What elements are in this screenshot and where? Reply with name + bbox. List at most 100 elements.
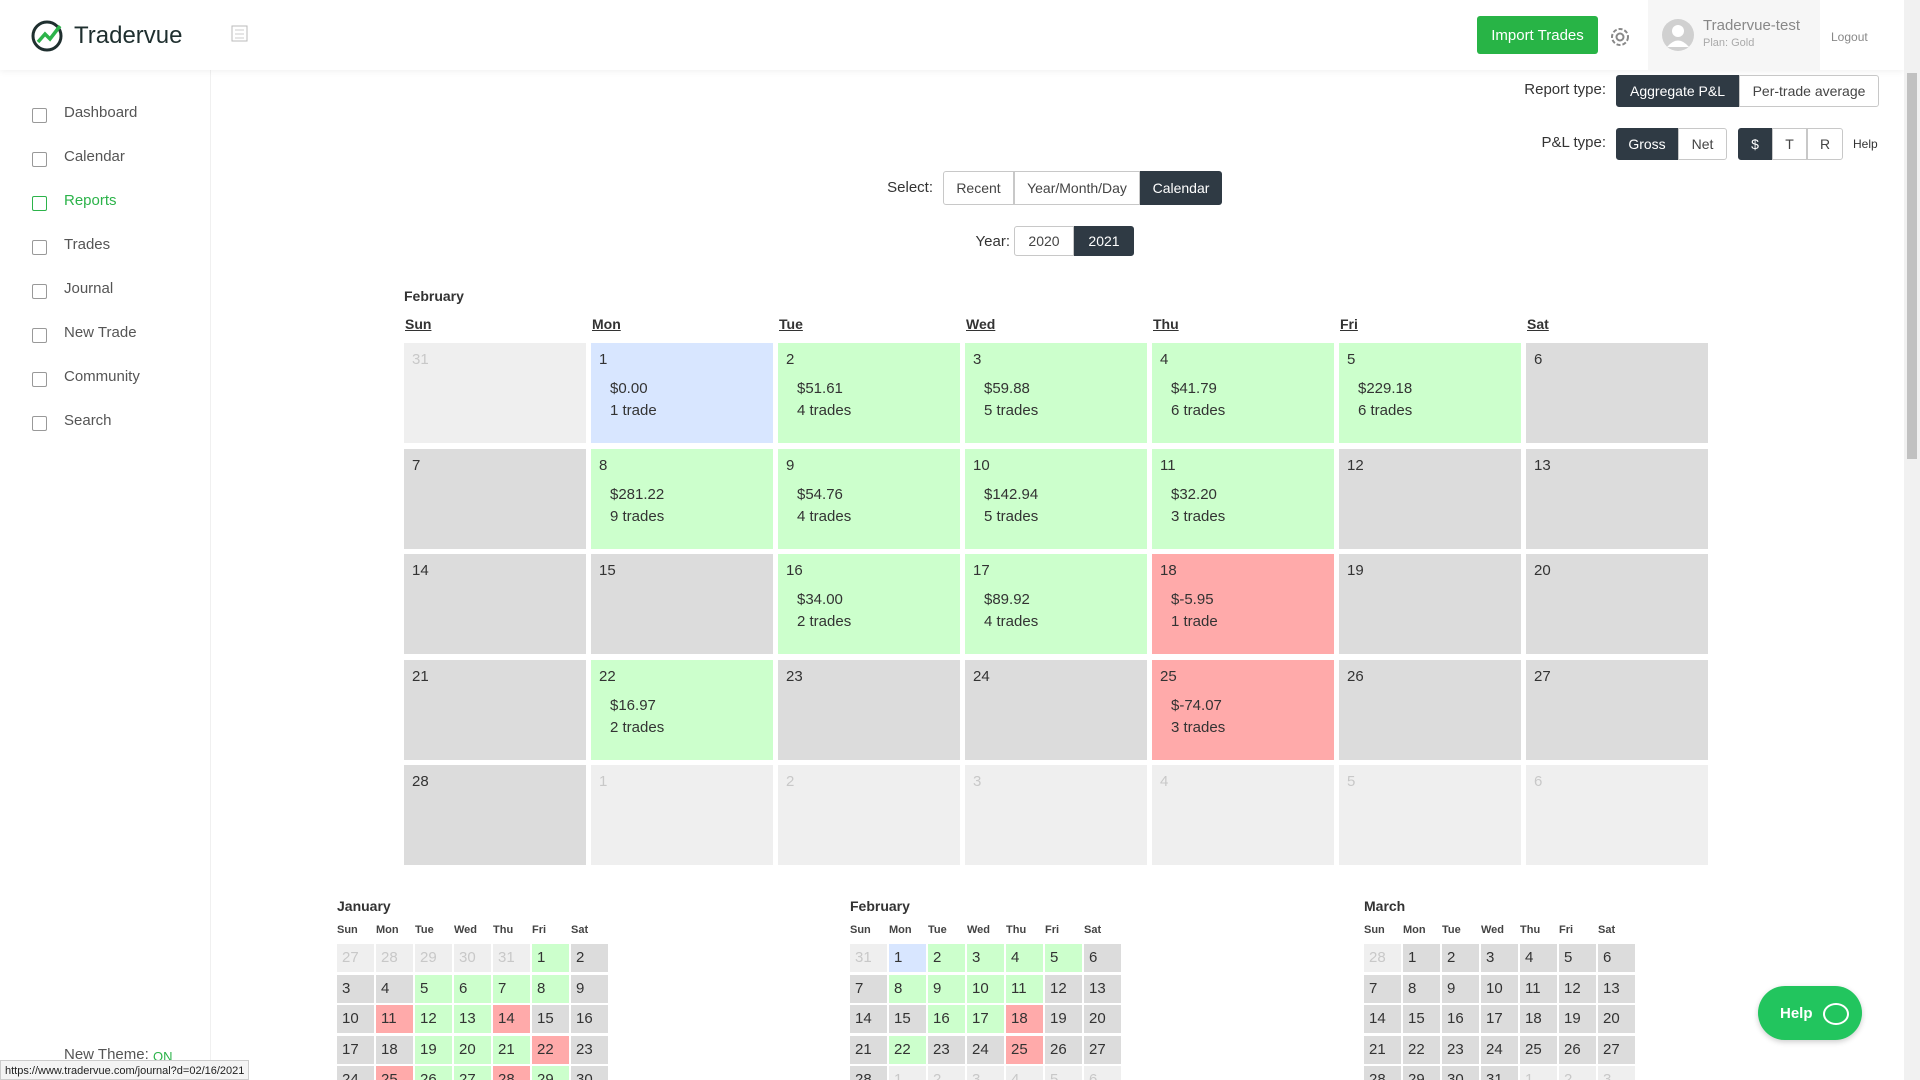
- mini-day-cell[interactable]: 25: [1520, 1035, 1557, 1064]
- day-cell[interactable]: 10 $142.94 5 trades: [965, 448, 1147, 549]
- scrollbar[interactable]: [1904, 0, 1920, 1080]
- mini-day-cell[interactable]: 4: [376, 974, 413, 1003]
- mini-day-cell[interactable]: 6: [1084, 944, 1121, 972]
- day-cell[interactable]: 4 $41.79 6 trades: [1152, 343, 1334, 443]
- mini-day-cell[interactable]: 21: [850, 1035, 887, 1064]
- mini-day-cell[interactable]: 22: [889, 1035, 926, 1064]
- mini-day-cell[interactable]: 18: [376, 1035, 413, 1064]
- nav-item[interactable]: Reports: [64, 192, 117, 209]
- day-cell[interactable]: 21: [404, 659, 586, 760]
- mini-day-cell[interactable]: 23: [571, 1035, 608, 1064]
- nav-item[interactable]: Calendar: [64, 148, 125, 165]
- day-cell[interactable]: 3 $59.88 5 trades: [965, 343, 1147, 443]
- mini-day-cell[interactable]: 28: [493, 1066, 530, 1080]
- mini-day-cell[interactable]: 30: [571, 1066, 608, 1080]
- mini-day-cell[interactable]: 8: [532, 974, 569, 1003]
- day-cell[interactable]: 13: [1526, 448, 1708, 549]
- mini-day-cell[interactable]: 20: [454, 1035, 491, 1064]
- mini-day-cell[interactable]: 14: [850, 1005, 887, 1034]
- day-cell[interactable]: 22 $16.97 2 trades: [591, 659, 773, 760]
- day-cell[interactable]: 28: [404, 765, 586, 865]
- mini-day-cell[interactable]: 21: [493, 1035, 530, 1064]
- day-cell[interactable]: 25 $-74.07 3 trades: [1152, 659, 1334, 760]
- toggle-button[interactable]: T: [1772, 128, 1807, 160]
- mini-day-cell[interactable]: 17: [337, 1035, 374, 1064]
- mini-day-cell[interactable]: 18: [1006, 1005, 1043, 1034]
- mini-day-cell[interactable]: 10: [1481, 974, 1518, 1003]
- day-cell[interactable]: 11 $32.20 3 trades: [1152, 448, 1334, 549]
- settings-icon[interactable]: [1607, 24, 1633, 50]
- day-cell[interactable]: 19: [1339, 554, 1521, 654]
- mini-day-cell[interactable]: 3: [1481, 944, 1518, 972]
- mini-day-cell[interactable]: 7: [1364, 974, 1401, 1003]
- mini-day-cell[interactable]: 21: [1364, 1035, 1401, 1064]
- mini-day-cell[interactable]: 5: [1559, 944, 1596, 972]
- mini-day-cell[interactable]: 6: [1598, 944, 1635, 972]
- mini-day-cell[interactable]: 26: [1045, 1035, 1082, 1064]
- mini-day-cell[interactable]: 9: [1442, 974, 1479, 1003]
- day-cell[interactable]: 6: [1526, 343, 1708, 443]
- mini-day-cell[interactable]: 15: [532, 1005, 569, 1034]
- mini-day-cell[interactable]: 20: [1084, 1005, 1121, 1034]
- mini-day-cell[interactable]: 9: [571, 974, 608, 1003]
- help-icon[interactable]: [1823, 1003, 1849, 1025]
- day-cell[interactable]: 1 $0.00 1 trade: [591, 343, 773, 443]
- menu-icon[interactable]: [231, 25, 249, 43]
- mini-day-cell[interactable]: 24: [967, 1035, 1004, 1064]
- toggle-button[interactable]: Recent: [943, 171, 1014, 205]
- mini-day-cell[interactable]: 15: [889, 1005, 926, 1034]
- toggle-button[interactable]: 2021: [1074, 226, 1134, 256]
- day-cell[interactable]: 9 $54.76 4 trades: [778, 448, 960, 549]
- mini-day-cell[interactable]: 4: [1520, 944, 1557, 972]
- mini-day-cell[interactable]: 17: [967, 1005, 1004, 1034]
- mini-day-cell[interactable]: 2: [928, 944, 965, 972]
- mini-day-cell[interactable]: 11: [376, 1005, 413, 1034]
- mini-day-cell[interactable]: 26: [1559, 1035, 1596, 1064]
- nav-item[interactable]: Search: [64, 412, 112, 429]
- mini-day-cell[interactable]: 1: [889, 944, 926, 972]
- mini-day-cell[interactable]: 25: [1006, 1035, 1043, 1064]
- logout-link[interactable]: Logout: [1831, 30, 1868, 44]
- mini-day-cell[interactable]: 9: [928, 974, 965, 1003]
- mini-day-cell[interactable]: 1: [1403, 944, 1440, 972]
- mini-day-cell[interactable]: 10: [967, 974, 1004, 1003]
- mini-day-cell[interactable]: 25: [376, 1066, 413, 1080]
- help-link[interactable]: Help: [1853, 137, 1878, 151]
- day-cell[interactable]: 2 $51.61 4 trades: [778, 343, 960, 443]
- toggle-button[interactable]: Per-trade average: [1739, 75, 1879, 107]
- mini-day-cell[interactable]: 28: [1364, 1066, 1401, 1080]
- mini-day-cell[interactable]: 27: [454, 1066, 491, 1080]
- mini-day-cell[interactable]: 16: [571, 1005, 608, 1034]
- mini-day-cell[interactable]: 5: [1045, 944, 1082, 972]
- mini-day-cell[interactable]: 20: [1598, 1005, 1635, 1034]
- mini-day-cell[interactable]: 22: [1403, 1035, 1440, 1064]
- import-trades-button[interactable]: Import Trades: [1477, 16, 1598, 54]
- mini-day-cell[interactable]: 11: [1520, 974, 1557, 1003]
- mini-day-cell[interactable]: 29: [1403, 1066, 1440, 1080]
- scrollbar-thumb[interactable]: [1907, 73, 1917, 459]
- mini-day-cell[interactable]: 2: [1442, 944, 1479, 972]
- mini-day-cell[interactable]: 15: [1403, 1005, 1440, 1034]
- mini-day-cell[interactable]: 11: [1006, 974, 1043, 1003]
- day-cell[interactable]: 20: [1526, 554, 1708, 654]
- day-cell[interactable]: 23: [778, 659, 960, 760]
- mini-day-cell[interactable]: 3: [967, 944, 1004, 972]
- day-cell[interactable]: 7: [404, 448, 586, 549]
- mini-day-cell[interactable]: 13: [1084, 974, 1121, 1003]
- mini-day-cell[interactable]: 16: [928, 1005, 965, 1034]
- nav-item[interactable]: Trades: [64, 236, 111, 253]
- mini-day-cell[interactable]: 27: [1598, 1035, 1635, 1064]
- nav-item[interactable]: Journal: [64, 280, 114, 297]
- mini-day-cell[interactable]: 24: [1481, 1035, 1518, 1064]
- nav-item[interactable]: Community: [64, 368, 140, 385]
- mini-day-cell[interactable]: 17: [1481, 1005, 1518, 1034]
- mini-day-cell[interactable]: 8: [889, 974, 926, 1003]
- mini-day-cell[interactable]: 23: [928, 1035, 965, 1064]
- day-cell[interactable]: 27: [1526, 659, 1708, 760]
- mini-day-cell[interactable]: 28: [850, 1066, 887, 1080]
- mini-day-cell[interactable]: 13: [1598, 974, 1635, 1003]
- mini-day-cell[interactable]: 13: [454, 1005, 491, 1034]
- nav-item[interactable]: New Trade: [64, 324, 137, 341]
- mini-day-cell[interactable]: 6: [454, 974, 491, 1003]
- mini-day-cell[interactable]: 1: [532, 944, 569, 972]
